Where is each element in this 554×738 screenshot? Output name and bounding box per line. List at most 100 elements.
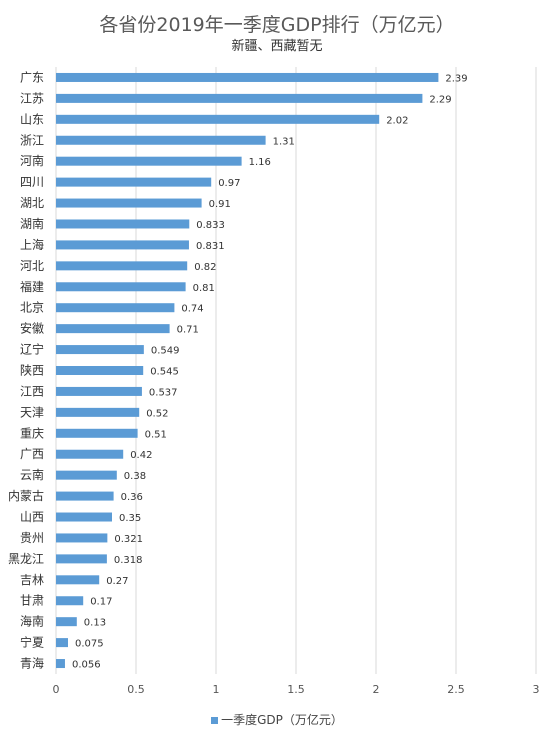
data-label: 0.318 (114, 555, 143, 566)
bar (56, 135, 266, 145)
bar (56, 282, 186, 292)
x-tick-label: 0 (53, 683, 60, 696)
data-label: 0.97 (218, 178, 240, 189)
category-label: 重庆 (20, 426, 44, 440)
x-tick-label: 0.5 (127, 683, 145, 696)
category-label: 广东 (20, 70, 44, 84)
category-label: 河北 (20, 259, 44, 273)
category-label: 河南 (20, 153, 44, 168)
category-label: 内蒙古 (8, 488, 44, 503)
category-label: 宁夏 (20, 635, 44, 650)
category-label: 上海 (20, 237, 44, 252)
category-label: 浙江 (20, 133, 44, 147)
data-label: 0.71 (177, 325, 199, 336)
category-label: 海南 (20, 614, 44, 629)
data-label: 0.833 (196, 220, 225, 231)
bar (56, 366, 144, 375)
category-label: 安徽 (20, 321, 44, 336)
x-tick-label: 2.5 (447, 683, 465, 696)
chart-title: 各省份2019年一季度GDP排行（万亿元） (99, 14, 455, 36)
data-label: 0.51 (145, 429, 167, 440)
category-label: 甘肃 (20, 594, 44, 608)
data-label: 0.831 (196, 241, 225, 252)
data-label: 0.545 (150, 367, 179, 378)
bar (56, 554, 107, 564)
bar (56, 407, 140, 417)
bar (56, 428, 138, 438)
data-label: 0.74 (181, 304, 203, 315)
bar (56, 659, 65, 669)
bar (56, 219, 190, 229)
data-label: 2.02 (386, 115, 408, 126)
bar (56, 533, 108, 543)
bar (56, 114, 380, 124)
bar (56, 638, 68, 648)
data-label: 0.42 (130, 450, 152, 461)
data-label: 0.38 (124, 471, 146, 482)
bar (56, 575, 100, 585)
category-label: 广西 (20, 447, 44, 461)
bar (56, 177, 212, 187)
category-label: 山东 (20, 112, 44, 126)
bar (56, 93, 423, 103)
data-label: 0.549 (151, 346, 180, 357)
category-label: 江苏 (20, 91, 44, 105)
data-label: 0.27 (106, 576, 128, 587)
category-label: 福建 (20, 279, 44, 294)
category-label: 四川 (20, 175, 44, 189)
legend-swatch (211, 717, 219, 724)
category-label: 江西 (20, 384, 44, 398)
category-label: 贵州 (20, 531, 44, 545)
category-label: 云南 (20, 467, 44, 482)
legend: 一季度GDP（万亿元） (0, 711, 554, 728)
bar (56, 198, 202, 208)
category-label: 辽宁 (20, 342, 44, 357)
x-tick-label: 1 (213, 683, 220, 696)
data-label: 0.13 (84, 618, 106, 629)
data-label: 1.16 (249, 157, 271, 168)
data-label: 0.17 (90, 597, 112, 608)
category-label: 陕西 (20, 363, 44, 378)
data-label: 2.29 (429, 94, 451, 105)
data-label: 0.075 (75, 639, 104, 650)
data-label: 0.81 (193, 283, 215, 294)
data-label: 0.35 (119, 513, 141, 524)
bar (56, 240, 189, 250)
x-tick-label: 2 (373, 683, 380, 696)
data-label: 0.91 (209, 199, 231, 210)
bar (56, 72, 439, 82)
bar (56, 617, 77, 627)
x-tick-label: 3 (533, 683, 540, 696)
category-label: 湖南 (20, 216, 44, 231)
data-label: 2.39 (445, 73, 467, 84)
bar (56, 491, 114, 501)
category-label: 青海 (20, 656, 44, 671)
chart-subtitle: 新疆、西藏暂无 (231, 39, 323, 54)
data-label: 0.52 (146, 408, 168, 419)
data-label: 0.056 (72, 660, 101, 671)
bar (56, 596, 84, 606)
category-label: 天津 (20, 405, 44, 419)
data-label: 0.82 (194, 262, 216, 273)
bar (56, 449, 124, 459)
bar (56, 386, 142, 396)
bar (56, 261, 188, 271)
data-label: 0.36 (121, 492, 143, 503)
bar (56, 345, 144, 355)
bar (56, 324, 170, 334)
category-label: 北京 (20, 301, 44, 315)
bar (56, 303, 175, 313)
category-label: 湖北 (20, 195, 44, 210)
bar (56, 512, 112, 522)
legend-label: 一季度GDP（万亿元） (221, 713, 343, 727)
category-label: 黑龙江 (8, 552, 44, 566)
data-label: 0.537 (149, 387, 178, 398)
category-label: 吉林 (20, 573, 44, 587)
bar (56, 156, 242, 166)
category-label: 山西 (20, 510, 44, 524)
data-label: 0.321 (114, 534, 143, 545)
x-tick-label: 1.5 (287, 683, 305, 696)
data-label: 1.31 (273, 136, 295, 147)
